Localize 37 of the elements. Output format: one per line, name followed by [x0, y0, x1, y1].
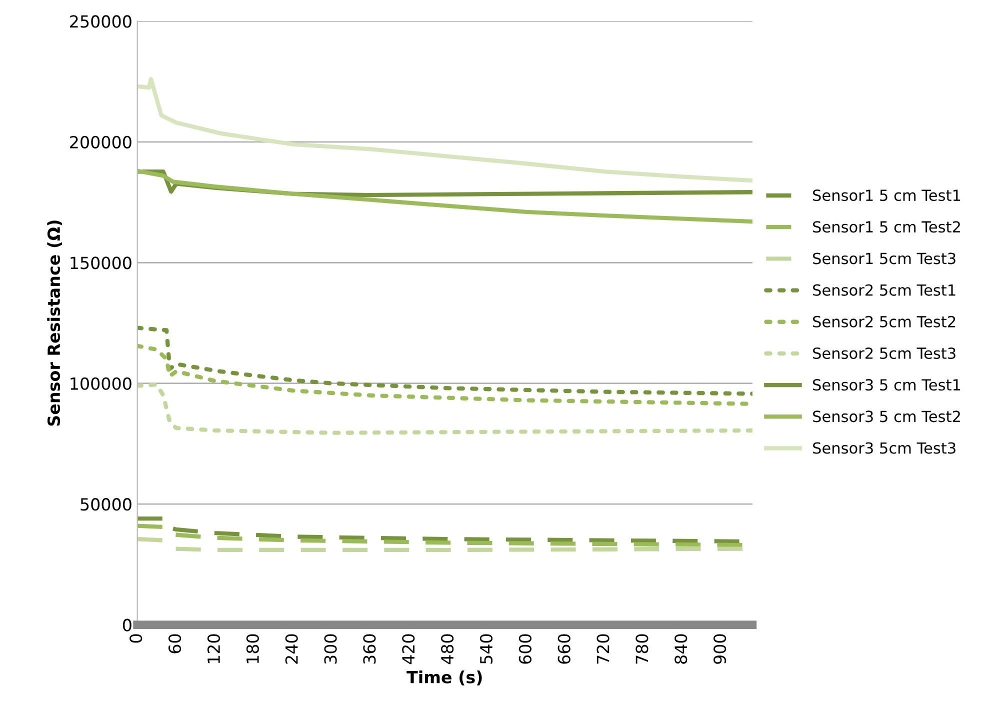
- y-tick-label: 150000: [70, 256, 132, 270]
- x-axis-title: Time (s): [406, 670, 482, 686]
- x-tick-label: 720: [596, 634, 610, 664]
- legend-label: Sensor2 5cm Test2: [813, 316, 956, 328]
- line-series: [137, 168, 752, 224]
- x-tick-label: 300: [324, 634, 337, 664]
- legend-label: Sensor1 5 cm Test2: [813, 221, 960, 233]
- y-tick-label: 0: [122, 618, 132, 632]
- legend-label: Sensor3 5 cm Test1: [813, 379, 960, 391]
- line-series: [137, 326, 752, 396]
- x-tick-label: 0: [130, 634, 142, 643]
- x-tick-label: 60: [168, 634, 182, 654]
- x-tick-label: 660: [558, 634, 570, 664]
- x-tick-label: 360: [363, 634, 376, 664]
- legend-label: Sensor1 5 cm Test1: [813, 190, 960, 202]
- line-series: [137, 77, 752, 183]
- x-tick-label: 240: [285, 634, 298, 664]
- x-tick-label: 420: [402, 634, 415, 664]
- legend-label: Sensor2 5cm Test3: [813, 347, 956, 360]
- legend-label: Sensor3 5 cm Test2: [813, 410, 960, 422]
- x-tick-label: 120: [207, 634, 220, 664]
- x-tick-label: 900: [714, 634, 726, 664]
- x-tick-label: 780: [636, 634, 648, 664]
- x-tick-label: 540: [480, 634, 493, 664]
- x-tick-label: 180: [246, 634, 259, 664]
- y-axis-title: Sensor Resistance (Ω): [47, 220, 62, 426]
- legend-label: Sensor3 5cm Test3: [813, 442, 956, 454]
- y-tick-label: 200000: [70, 136, 132, 148]
- y-tick-label: 50000: [80, 498, 132, 511]
- y-tick-label: 100000: [70, 377, 132, 390]
- x-tick-label: 600: [518, 634, 532, 664]
- x-tick-label: 480: [441, 634, 454, 664]
- line-series: [137, 382, 752, 435]
- y-tick-label: 250000: [70, 15, 132, 28]
- legend-label: Sensor2 5cm Test1: [813, 284, 956, 296]
- x-tick-label: 840: [674, 634, 688, 664]
- legend-label: Sensor1 5cm Test3: [813, 252, 956, 264]
